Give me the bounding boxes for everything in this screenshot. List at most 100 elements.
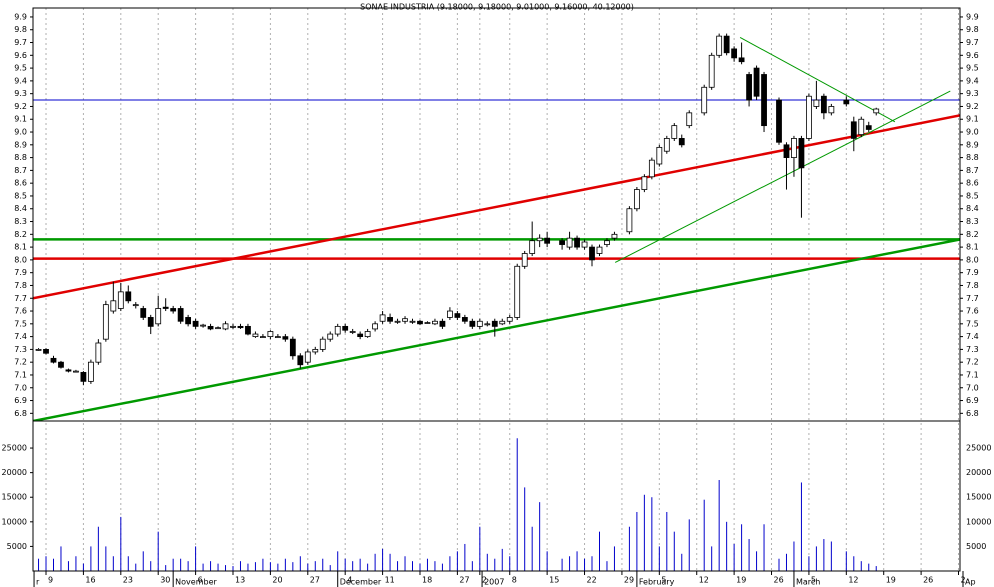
candle-body: [274, 336, 281, 339]
candle-body: [798, 138, 805, 169]
candle-body: [731, 48, 738, 59]
candle-body: [656, 146, 663, 165]
trendline: [739, 36, 896, 123]
candle-body: [484, 323, 491, 326]
candle-body: [574, 237, 580, 248]
y-tick-label-right: 9.6: [966, 51, 979, 60]
plot-frame: [32, 7, 961, 572]
candle-body: [132, 304, 139, 307]
candle-body: [95, 342, 102, 363]
candle-body: [102, 304, 109, 340]
y-tick-label-right: 7.9: [966, 268, 979, 277]
candle-body: [708, 54, 715, 88]
candle-body: [357, 333, 364, 338]
y-tick-label: 7.2: [14, 358, 27, 367]
candle-body: [633, 189, 640, 210]
candle-body: [409, 320, 416, 323]
x-tick-label: 26: [774, 576, 784, 585]
candle-body: [604, 240, 610, 245]
candle-body: [200, 324, 206, 327]
y-tick-label-right: 8.3: [966, 217, 979, 226]
y-tick-label: 9.9: [14, 12, 27, 21]
y-tick-label-right: 8.4: [966, 204, 979, 213]
candle-body: [873, 108, 880, 114]
x-tick-label: 23: [123, 576, 133, 585]
y2-tick-label-right: 25000: [966, 444, 991, 453]
candle-body: [387, 317, 393, 322]
y-tick-label-right: 9.4: [966, 76, 979, 85]
y-tick-label-right: 6.9: [966, 396, 979, 405]
y-tick-label-right: 9.7: [966, 38, 979, 47]
y-tick-label: 7.0: [14, 383, 27, 392]
candle-body: [476, 320, 483, 327]
x-tick-label: 5: [661, 576, 666, 585]
y-tick-label-right: 7.3: [966, 345, 979, 354]
x-tick-label: 22: [587, 576, 597, 585]
candle-body: [73, 370, 79, 373]
y-tick-label-right: 8.7: [966, 166, 979, 175]
candle-body: [611, 233, 618, 239]
y-tick-label-right: 9.8: [966, 25, 979, 34]
y-tick-label-right: 7.8: [966, 281, 979, 290]
candle-body: [155, 308, 162, 325]
x-tick-label: 27: [310, 576, 320, 585]
candle-body: [671, 125, 678, 139]
month-label: February: [639, 578, 675, 587]
y-tick-label: 7.9: [14, 268, 27, 277]
x-tick-label: 2: [482, 576, 487, 585]
candle-body: [678, 138, 685, 146]
y-tick-label: 9.0: [14, 128, 27, 137]
candle-body: [843, 99, 850, 105]
y-tick-label-right: 8.0: [966, 255, 979, 264]
candle-body: [379, 314, 386, 322]
candle-body: [791, 138, 797, 159]
candle-body: [499, 320, 506, 325]
x-tick-label: 19: [886, 576, 896, 585]
y-tick-label-right: 8.9: [966, 140, 979, 149]
y-tick-label-right: 7.6: [966, 307, 979, 316]
candle-body: [544, 237, 551, 244]
candle-body: [581, 241, 588, 248]
y-tick-label-right: 7.5: [966, 319, 979, 328]
candle-body: [491, 320, 498, 327]
month-label: March: [796, 578, 820, 587]
x-tick-label: 18: [422, 576, 432, 585]
y-tick-label: 8.4: [14, 204, 27, 213]
y-tick-label-right: 7.0: [966, 383, 979, 392]
month-label: r: [36, 578, 40, 587]
candle-body: [506, 317, 513, 322]
candle-body: [596, 246, 603, 254]
y-tick-label: 7.8: [14, 281, 27, 290]
candle-body: [147, 317, 154, 327]
y2-tick-label: 10000: [2, 517, 27, 526]
y2-tick-label-right: 5000: [966, 542, 986, 551]
y2-tick-label-right: 10000: [966, 517, 991, 526]
candle-body: [865, 125, 872, 130]
month-label: Ap: [965, 578, 976, 587]
candle-body: [125, 291, 132, 302]
candle-body: [663, 138, 670, 152]
y2-tick-label-right: 15000: [966, 493, 991, 502]
x-tick-label: 15: [549, 576, 559, 585]
candle-body: [327, 333, 334, 340]
candle-body: [207, 325, 214, 330]
marks: [35, 33, 880, 571]
y2-tick-label: 20000: [2, 468, 27, 477]
candle-body: [589, 246, 595, 261]
x-tick-label: 4: [347, 576, 352, 585]
x-tick-label: 5: [811, 576, 816, 585]
x-tick-label: 11: [385, 576, 395, 585]
candle-body: [35, 348, 42, 351]
candle-body: [364, 331, 371, 338]
candle-body: [716, 35, 723, 56]
candle-body: [319, 338, 326, 350]
y-tick-label: 8.3: [14, 217, 27, 226]
x-tick-label: 8: [512, 576, 517, 585]
candle-body: [746, 74, 752, 101]
x-tick-label: 12: [699, 576, 709, 585]
candle-body: [43, 348, 49, 354]
candle-body: [432, 320, 438, 325]
candle-body: [559, 240, 565, 245]
candle-body: [626, 208, 633, 233]
